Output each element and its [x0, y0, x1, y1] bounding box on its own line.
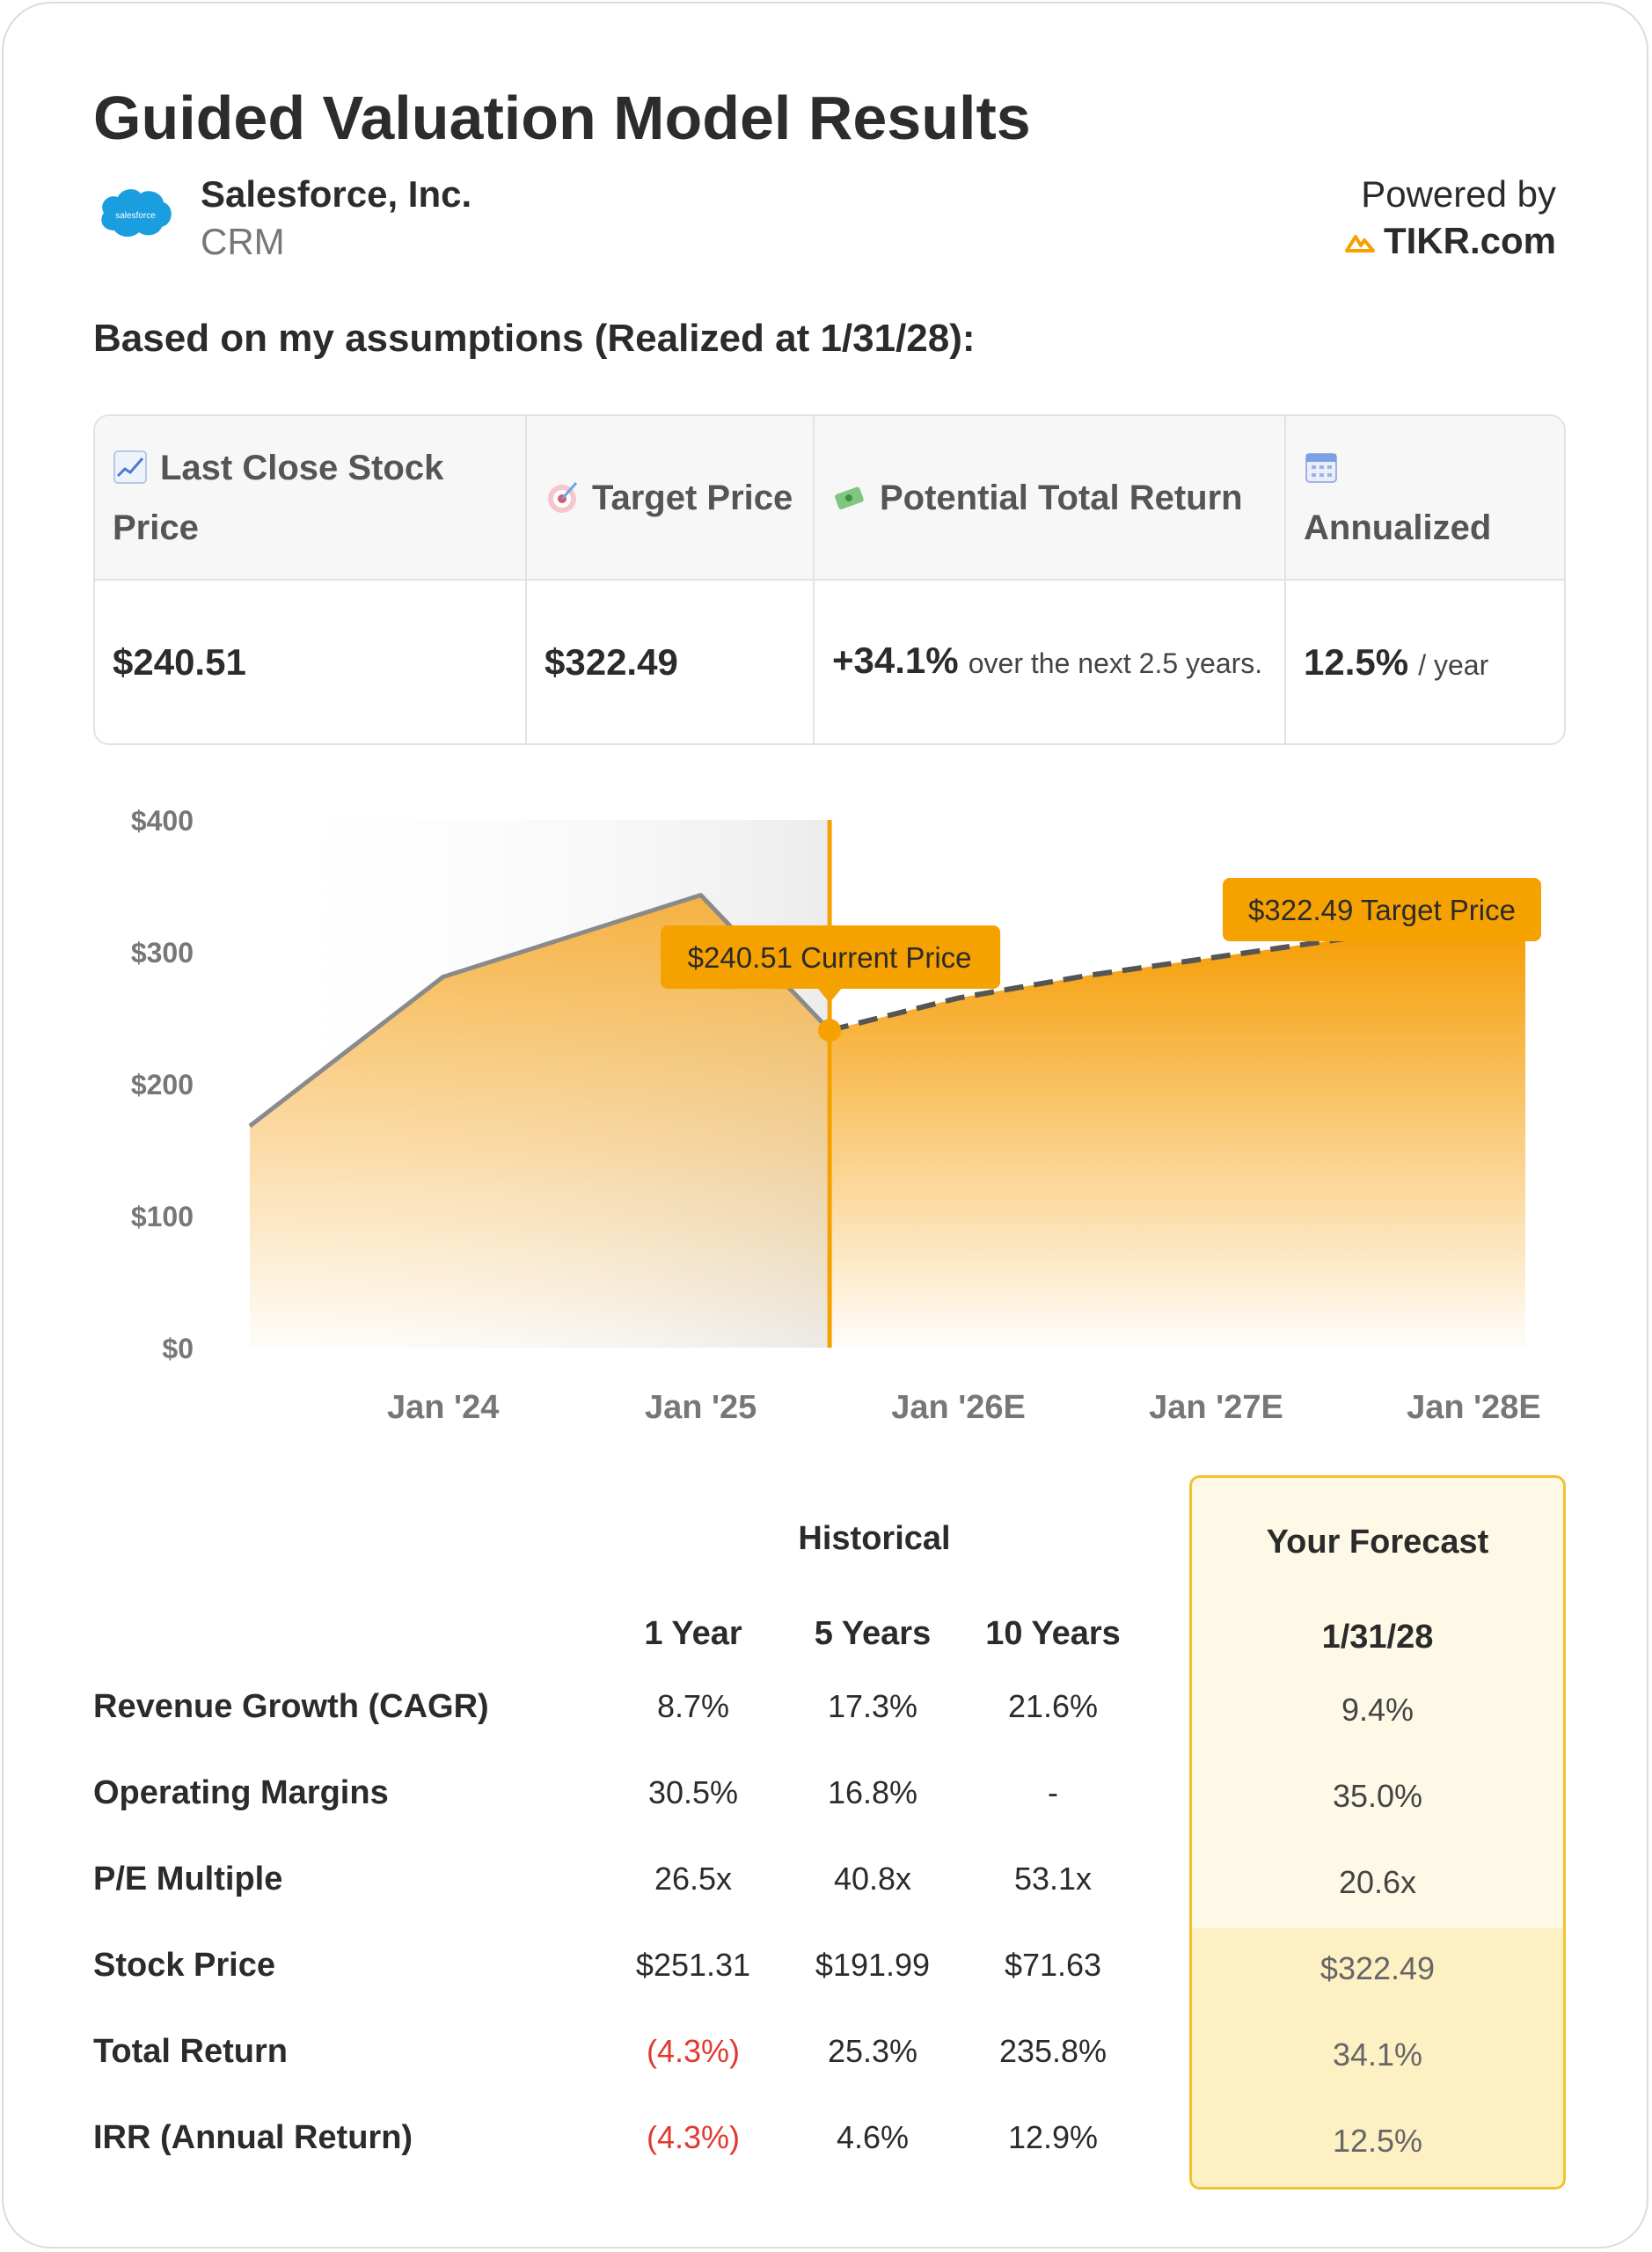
forecast-output-band	[1192, 1928, 1563, 2187]
chart-up-icon	[113, 450, 147, 484]
target-price-annotation: $322.49 Target Price	[1223, 878, 1541, 941]
historical-area	[250, 895, 830, 1348]
forecast-cell: 20.6x	[1338, 1864, 1417, 1900]
summary-header-last-close: Last Close Stock Price	[95, 416, 527, 581]
money-icon	[835, 486, 864, 509]
forecast-cell: 35.0%	[1332, 1778, 1423, 1814]
summary-header-total-return: Potential Total Return	[815, 416, 1286, 581]
y-axis: $0 $100 $200 $300 $400	[131, 805, 194, 1364]
column-header: 5 Years	[814, 1615, 932, 1652]
last-close-value: $240.51	[95, 581, 527, 743]
target-price-value: $322.49	[527, 581, 815, 743]
current-price-marker	[818, 1019, 842, 1042]
calendar-icon	[1305, 452, 1337, 483]
annualized-percent: 12.5%	[1304, 640, 1409, 683]
metric-cell: 53.1x	[1013, 1861, 1093, 1897]
summary-header-target: Target Price	[527, 416, 815, 581]
x-tick-label: Jan '25	[645, 1389, 757, 1426]
forecast-group-header: Your Forecast	[1266, 1524, 1489, 1561]
metric-cell: $191.99	[815, 1947, 931, 1983]
metric-row-label: Total Return	[93, 2033, 288, 2070]
metric-cell: 30.5%	[647, 1774, 739, 1810]
target-price-bubble	[1223, 878, 1541, 941]
forecast-column-header: 1/31/28	[1321, 1619, 1434, 1656]
metric-cell: 40.8x	[833, 1861, 912, 1897]
brand-name: TIKR.com	[1383, 220, 1556, 261]
ticker-symbol: CRM	[201, 221, 285, 262]
metric-cell: $251.31	[635, 1947, 751, 1983]
assumptions-heading: Based on my assumptions (Realized at 1/3…	[93, 317, 976, 360]
historical-group-header: Historical	[798, 1520, 951, 1557]
price-chart: $0 $100 $200 $300 $400 Jan '24 Jan '25 Jan '26…	[131, 805, 1541, 1426]
powered-by-label: Powered by	[1361, 173, 1556, 215]
metric-row-label: Revenue Growth (CAGR)	[93, 1688, 489, 1725]
summary-table: Last Close Stock Price Target Price Pote…	[93, 414, 1566, 745]
metric-cell: -	[1048, 1774, 1058, 1810]
company-name: Salesforce, Inc.	[201, 173, 472, 215]
y-tick-label: $200	[131, 1069, 194, 1100]
metric-cell: 12.9%	[1007, 2119, 1099, 2155]
metric-cell: 17.3%	[827, 1688, 918, 1724]
metric-row-label: Operating Margins	[93, 1774, 389, 1811]
current-price-label: $240.51 Current Price	[688, 941, 972, 974]
summary-header-annualized: Annualized	[1286, 416, 1564, 581]
x-tick-label: Jan '24	[387, 1389, 499, 1426]
forecast-cell: $322.49	[1319, 1950, 1436, 1986]
current-price-bubble	[661, 925, 1001, 989]
forecast-cell: 34.1%	[1332, 2036, 1423, 2073]
x-axis: Jan '24 Jan '25 Jan '26E Jan '27E Jan '28E	[387, 1389, 1541, 1426]
current-price-pointer	[817, 988, 843, 1003]
total-return-value: +34.1% over the next 2.5 years.	[815, 581, 1286, 743]
x-tick-label: Jan '26E	[891, 1389, 1026, 1426]
column-header: 1 Year	[644, 1615, 742, 1652]
metric-cell: 16.8%	[827, 1774, 918, 1810]
metric-cell: (4.3%)	[646, 2033, 741, 2069]
total-return-note: over the next 2.5 years.	[968, 647, 1263, 679]
salesforce-logo: salesforce	[101, 189, 172, 238]
tikr-brand-link[interactable]: TIKR.com	[1344, 220, 1556, 262]
forecast-cell: 12.5%	[1332, 2123, 1423, 2159]
y-tick-label: $0	[162, 1333, 194, 1364]
metric-cell: 235.8%	[998, 2033, 1107, 2069]
metric-cell: 21.6%	[1007, 1688, 1099, 1724]
forecast-cell: 9.4%	[1341, 1692, 1414, 1728]
metric-row-label: P/E Multiple	[93, 1861, 283, 1897]
total-return-percent: +34.1%	[832, 640, 959, 681]
target-price-label: $322.49 Target Price	[1248, 894, 1516, 926]
column-header: 10 Years	[985, 1615, 1121, 1652]
forecast-area	[830, 922, 1525, 1348]
metric-row-label: IRR (Annual Return)	[93, 2119, 413, 2156]
metric-cell: 25.3%	[827, 2033, 918, 2069]
metric-cell: (4.3%)	[646, 2119, 741, 2155]
y-tick-label: $400	[131, 805, 194, 837]
annualized-value: 12.5% / year	[1286, 581, 1564, 743]
x-tick-label: Jan '28E	[1407, 1389, 1541, 1426]
annualized-unit: / year	[1418, 648, 1489, 681]
target-icon	[548, 481, 578, 513]
y-tick-label: $100	[131, 1201, 194, 1232]
metric-cell: 4.6%	[836, 2119, 910, 2155]
metric-cell: $71.63	[1004, 1947, 1102, 1983]
metric-cell: 8.7%	[656, 1688, 730, 1724]
x-tick-label: Jan '27E	[1149, 1389, 1283, 1426]
metric-row-label: Stock Price	[93, 1947, 275, 1984]
svg-text:salesforce: salesforce	[115, 211, 156, 221]
tikr-logo-icon	[1344, 235, 1375, 252]
metric-cell: 26.5x	[654, 1861, 733, 1897]
current-price-annotation: $240.51 Current Price	[661, 925, 1001, 1003]
page-title: Guided Valuation Model Results	[93, 84, 1031, 152]
y-tick-label: $300	[131, 937, 194, 969]
forecast-column-box	[1189, 1475, 1566, 2190]
